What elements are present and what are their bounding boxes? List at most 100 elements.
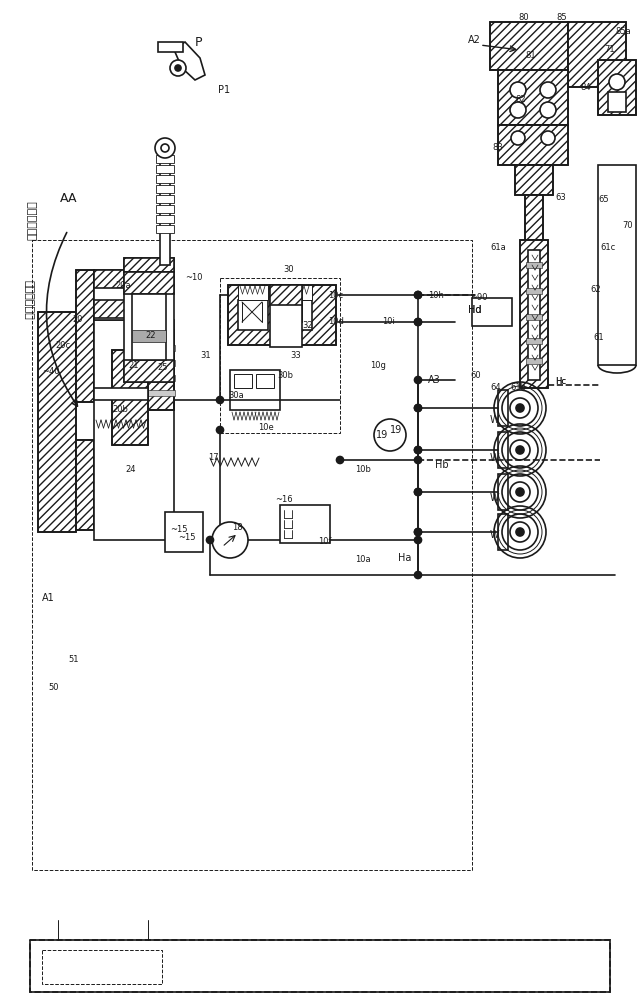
Circle shape (415, 318, 422, 326)
Bar (76, 440, 94, 530)
Circle shape (170, 60, 186, 76)
Text: （非起动时）: （非起动时） (23, 280, 33, 320)
Bar (280, 505, 330, 543)
Bar (282, 285, 312, 300)
Text: A: A (68, 192, 77, 205)
Text: ~15: ~15 (170, 526, 188, 534)
Bar (498, 125, 568, 165)
Circle shape (415, 456, 422, 464)
Circle shape (415, 446, 422, 454)
Circle shape (217, 426, 224, 434)
Text: A3: A3 (428, 375, 440, 385)
Text: W: W (490, 493, 500, 503)
Bar (156, 185, 174, 193)
Circle shape (516, 404, 524, 412)
Bar (282, 300, 312, 330)
Circle shape (510, 82, 526, 98)
Bar (520, 240, 548, 388)
Text: 65: 65 (598, 196, 609, 205)
Bar (76, 440, 94, 530)
Text: 32: 32 (302, 320, 312, 330)
Bar (160, 150, 170, 265)
Text: 10h: 10h (428, 290, 444, 300)
Circle shape (212, 522, 248, 558)
Text: 85a: 85a (615, 27, 631, 36)
Text: 10b: 10b (355, 466, 371, 475)
Circle shape (415, 536, 422, 544)
Bar (112, 350, 148, 445)
Bar (526, 262, 542, 268)
Text: Hb: Hb (435, 460, 449, 470)
Bar (525, 195, 543, 240)
Bar (490, 22, 568, 70)
Circle shape (415, 292, 422, 298)
Bar (156, 225, 174, 233)
Circle shape (415, 404, 422, 412)
Bar (528, 250, 540, 380)
Text: 10f: 10f (318, 538, 332, 546)
Bar (515, 165, 553, 195)
Text: 20c: 20c (55, 340, 70, 350)
Text: 50: 50 (48, 684, 59, 692)
Circle shape (415, 488, 422, 495)
Text: 63: 63 (555, 194, 566, 202)
Text: 82: 82 (515, 96, 525, 104)
Text: 24: 24 (125, 466, 136, 475)
Circle shape (540, 102, 556, 118)
Bar (94, 320, 174, 540)
Text: ~15: ~15 (178, 534, 195, 542)
Text: Ha: Ha (398, 553, 412, 563)
Text: Hc: Hc (555, 377, 566, 386)
Circle shape (374, 419, 406, 451)
Text: Hd: Hd (468, 305, 482, 315)
Text: 20: 20 (72, 316, 82, 324)
Bar (132, 294, 166, 360)
Circle shape (415, 528, 422, 536)
Circle shape (415, 572, 422, 578)
Bar (165, 512, 203, 552)
Text: 10c: 10c (328, 290, 343, 300)
Circle shape (510, 102, 526, 118)
Text: 10i: 10i (382, 318, 395, 326)
Text: 25: 25 (157, 363, 167, 372)
Text: 83: 83 (492, 143, 503, 152)
Bar (598, 165, 636, 365)
Circle shape (206, 536, 213, 544)
Text: 20b: 20b (112, 406, 128, 414)
Text: W: W (490, 415, 500, 425)
Bar (156, 215, 174, 223)
Text: Hc: Hc (555, 377, 566, 386)
Text: 19: 19 (376, 430, 388, 440)
Text: 85: 85 (556, 13, 566, 22)
Bar (124, 258, 174, 272)
Text: 61b: 61b (510, 383, 526, 392)
Bar (32, 240, 472, 870)
Text: 30a: 30a (228, 390, 244, 399)
Bar (156, 155, 174, 163)
Text: 18: 18 (232, 524, 242, 532)
Bar (38, 312, 76, 532)
Circle shape (415, 376, 422, 383)
Bar (156, 175, 174, 183)
Text: 61: 61 (593, 334, 604, 342)
Text: A2: A2 (468, 35, 481, 45)
Text: ~10: ~10 (185, 273, 203, 282)
Bar (608, 92, 626, 112)
Text: 62: 62 (590, 286, 601, 294)
Bar (147, 390, 175, 396)
Circle shape (609, 74, 625, 90)
Text: 19: 19 (390, 425, 403, 435)
Circle shape (415, 488, 422, 495)
Text: A: A (60, 192, 69, 205)
Circle shape (415, 528, 422, 536)
Bar (498, 390, 508, 426)
Bar (520, 240, 548, 388)
Bar (94, 270, 126, 288)
Bar (270, 285, 302, 347)
Bar (38, 312, 76, 532)
Circle shape (516, 488, 524, 496)
Bar (525, 195, 543, 240)
Text: 10d: 10d (328, 318, 344, 326)
Text: 71: 71 (604, 45, 615, 54)
Text: 31: 31 (200, 351, 211, 360)
